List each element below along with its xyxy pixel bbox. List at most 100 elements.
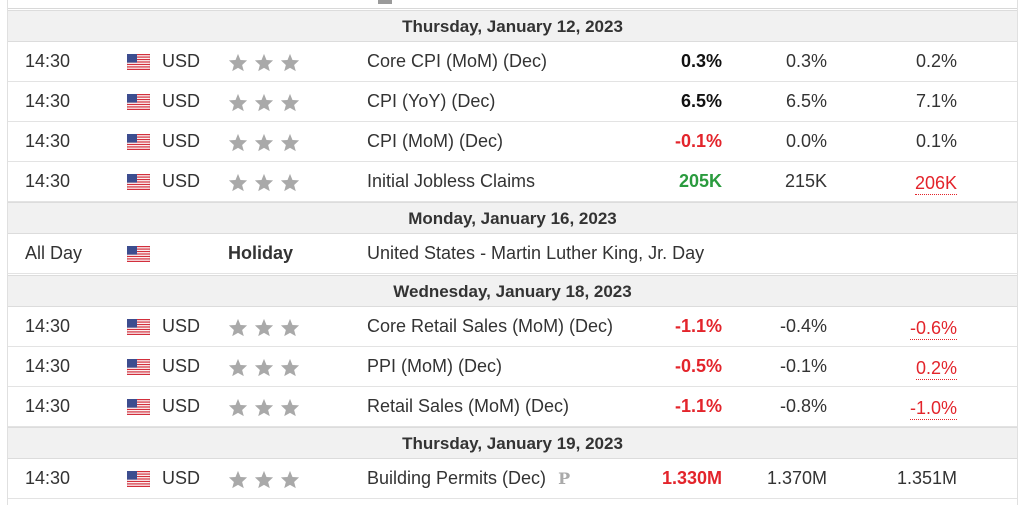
event-time: 14:30 — [25, 91, 71, 111]
event-forecast: -0.4% — [779, 316, 827, 336]
top-divider — [8, 8, 1017, 9]
event-previous: 0.2% — [915, 51, 957, 71]
event-time: 14:30 — [25, 396, 71, 416]
event-currency: USD — [162, 396, 201, 416]
event-time: 14:30 — [25, 468, 71, 488]
event-forecast: 0.3% — [785, 51, 827, 71]
event-previous-revised[interactable]: 0.2% — [915, 358, 957, 380]
event-time: All Day — [25, 243, 83, 263]
event-currency: USD — [162, 468, 201, 488]
star-icon — [280, 133, 300, 152]
star-icon — [254, 93, 274, 112]
event-name[interactable]: CPI (YoY) (Dec) — [367, 91, 496, 111]
event-actual: -0.5% — [674, 356, 722, 376]
importance-stars — [228, 307, 306, 345]
star-icon — [254, 173, 274, 192]
event-previous: 0.1% — [915, 131, 957, 151]
star-icon — [254, 358, 274, 377]
event-name[interactable]: Initial Jobless Claims — [367, 171, 536, 191]
event-row[interactable]: 14:30 USD Core Retail Sales (MoM) (Dec) … — [8, 307, 1017, 347]
date-header: Monday, January 16, 2023 — [8, 202, 1017, 234]
star-icon — [280, 93, 300, 112]
star-icon — [280, 398, 300, 417]
star-icon — [228, 53, 248, 72]
us-flag-icon — [126, 398, 151, 416]
event-previous-revised[interactable]: -1.0% — [909, 398, 957, 420]
event-name[interactable]: Core CPI (MoM) (Dec) — [367, 51, 548, 71]
event-row[interactable]: 14:30 USD CPI (YoY) (Dec) 6.5% 6.5% 7.1% — [8, 82, 1017, 122]
event-actual: 1.330M — [661, 468, 722, 488]
event-previous-revised[interactable]: 206K — [914, 173, 957, 195]
event-currency: USD — [162, 131, 201, 151]
event-time: 14:30 — [25, 51, 71, 71]
event-actual: 0.3% — [680, 51, 722, 71]
importance-stars — [228, 42, 306, 80]
event-currency: USD — [162, 51, 201, 71]
event-row[interactable]: 14:30 USD Core CPI (MoM) (Dec) 0.3% 0.3%… — [8, 42, 1017, 82]
importance-stars — [228, 347, 306, 385]
event-row[interactable]: 14:30 USD Initial Jobless Claims 205K 21… — [8, 162, 1017, 202]
us-flag-icon — [126, 358, 151, 376]
event-time: 14:30 — [25, 356, 71, 376]
event-row[interactable]: 14:30 USD Retail Sales (MoM) (Dec) -1.1%… — [8, 387, 1017, 427]
event-previous-revised[interactable]: -0.6% — [909, 318, 957, 340]
date-header: Thursday, January 19, 2023 — [8, 427, 1017, 459]
event-name-text: Building Permits (Dec) — [367, 468, 547, 488]
importance-stars — [228, 82, 306, 120]
preliminary-badge: P — [558, 469, 571, 488]
us-flag-icon — [126, 245, 151, 263]
event-row[interactable]: 14:30 USD CPI (MoM) (Dec) -0.1% 0.0% 0.1… — [8, 122, 1017, 162]
event-currency: USD — [162, 171, 201, 191]
us-flag-icon — [126, 173, 151, 191]
event-name[interactable]: PPI (MoM) (Dec) — [367, 356, 502, 376]
us-flag-icon — [126, 318, 151, 336]
star-icon — [228, 173, 248, 192]
star-icon — [228, 398, 248, 417]
event-forecast: 1.370M — [766, 468, 827, 488]
event-currency: USD — [162, 356, 201, 376]
event-name[interactable]: Retail Sales (MoM) (Dec) — [367, 396, 570, 416]
star-icon — [280, 318, 300, 337]
event-name[interactable]: Building Permits (Dec) P — [367, 459, 570, 498]
event-actual: -1.1% — [674, 396, 722, 416]
event-forecast: 215K — [784, 171, 827, 191]
event-actual: 205K — [678, 171, 722, 191]
event-actual: -0.1% — [674, 131, 722, 151]
event-forecast: 0.0% — [785, 131, 827, 151]
importance-stars — [228, 162, 306, 200]
star-icon — [280, 470, 300, 489]
event-time: 14:30 — [25, 316, 71, 336]
importance-stars — [228, 387, 306, 425]
star-icon — [228, 318, 248, 337]
us-flag-icon — [126, 470, 151, 488]
event-time: 14:30 — [25, 171, 71, 191]
star-icon — [280, 173, 300, 192]
star-icon — [228, 133, 248, 152]
star-icon — [228, 93, 248, 112]
event-row[interactable]: 14:30 USD PPI (MoM) (Dec) -0.5% -0.1% 0.… — [8, 347, 1017, 387]
event-previous: 1.351M — [896, 468, 957, 488]
us-flag-icon — [126, 93, 151, 111]
star-icon — [280, 358, 300, 377]
star-icon — [228, 358, 248, 377]
star-icon — [254, 470, 274, 489]
event-forecast: -0.8% — [779, 396, 827, 416]
event-name[interactable]: Core Retail Sales (MoM) (Dec) — [367, 316, 614, 336]
star-icon — [280, 53, 300, 72]
holiday-row[interactable]: All Day Holiday United States - Martin L… — [8, 234, 1017, 274]
us-flag-icon — [126, 53, 151, 71]
event-actual: -1.1% — [674, 316, 722, 336]
holiday-name: United States - Martin Luther King, Jr. … — [367, 243, 705, 263]
event-actual: 6.5% — [680, 91, 722, 111]
event-name[interactable]: CPI (MoM) (Dec) — [367, 131, 503, 151]
economic-calendar: Thursday, January 12, 2023 14:30 USD Cor… — [7, 0, 1018, 505]
importance-stars — [228, 122, 306, 160]
event-row[interactable]: 14:30 USD Building Permits (Dec) P 1.330M… — [8, 459, 1017, 499]
event-forecast: 6.5% — [785, 91, 827, 111]
star-icon — [254, 133, 274, 152]
event-time: 14:30 — [25, 131, 71, 151]
event-currency: USD — [162, 316, 201, 336]
star-icon — [254, 318, 274, 337]
holiday-label: Holiday — [228, 243, 294, 263]
event-currency: USD — [162, 91, 201, 111]
